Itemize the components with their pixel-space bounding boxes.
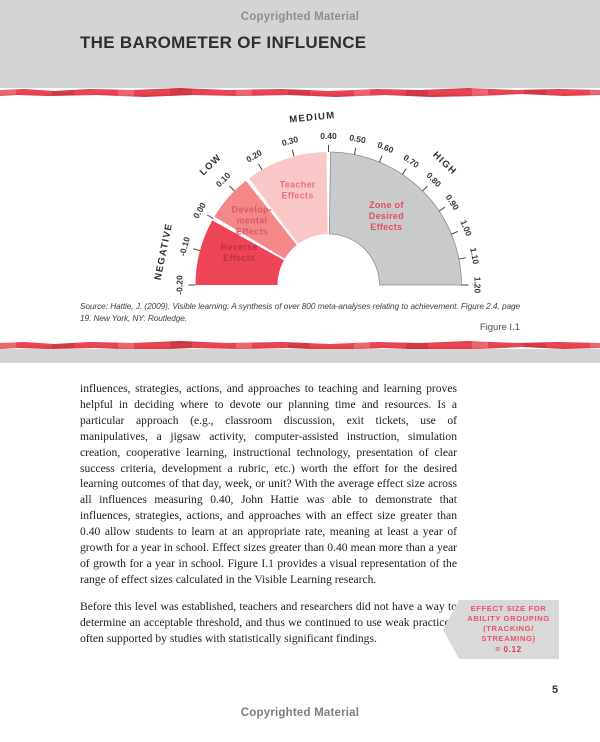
gauge-tick-label: 0.00 xyxy=(191,201,208,221)
gauge-tick-label: 0.20 xyxy=(244,147,264,164)
gauge-segment-teacher-effects xyxy=(249,152,328,245)
gauge-tick-label: 0.30 xyxy=(281,134,300,148)
body-paragraph: influences, strategies, actions, and app… xyxy=(80,382,457,586)
body-paragraph: Before this level was established, teach… xyxy=(80,599,457,645)
callout-line: EFFECT SIZE FOR xyxy=(470,603,547,613)
gauge-segment-label-reverse-effects: Reverse Effects xyxy=(221,242,258,263)
page-title: THE BAROMETER OF INFLUENCE xyxy=(80,33,367,52)
gauge-tick-label: 0.70 xyxy=(402,152,422,170)
gauge-tick xyxy=(353,147,357,155)
gauge-tick-label: 1.20 xyxy=(473,277,483,294)
callout-line: (TRACKING/ xyxy=(483,624,534,634)
gauge-band-label-medium: MEDIUM xyxy=(289,110,336,125)
gauge-tick xyxy=(193,248,201,252)
torn-red-band-top xyxy=(0,88,600,97)
gauge-segment-reverse-effects xyxy=(195,220,284,285)
figure-source-note: Source: Hattie, J. (2009). Visible learn… xyxy=(80,301,520,323)
gauge-tick-label: 0.40 xyxy=(320,131,337,141)
gauge-tick xyxy=(258,163,263,171)
torn-red-band-bottom xyxy=(0,341,600,350)
gauge-tick-label: 0.60 xyxy=(376,140,395,156)
callout-line: STREAMING) xyxy=(481,634,536,644)
gauge-segment-label-zone-of-desired-effects: Zone of Desired Effects xyxy=(369,200,405,232)
header-gray-strip xyxy=(0,0,600,88)
gauge-tick-label: 0.90 xyxy=(444,193,462,213)
gauge-segment-zone-of-desired-effects xyxy=(328,151,462,286)
gauge-tick xyxy=(422,185,428,192)
gauge-segment-label-developmental-effects: Develop-mental Effects xyxy=(232,205,272,237)
gauge-band-label-negative: NEGATIVE xyxy=(153,222,175,281)
effect-size-callout: EFFECT SIZE FOR ABILITY GROUPING (TRACKI… xyxy=(443,600,559,659)
gauge-tick xyxy=(401,168,407,175)
gauge-tick-label: -0.20 xyxy=(175,275,185,295)
gauge-segment-label-teacher-effects: Teacher Effects xyxy=(280,179,316,200)
callout-line: ABILITY GROUPING xyxy=(467,614,550,624)
gauge-tick xyxy=(458,257,466,260)
bottom-watermark: Copyrighted Material xyxy=(240,707,360,719)
gauge-band-label-low: LOW xyxy=(198,152,224,178)
page-number: 5 xyxy=(551,684,559,696)
gauge-segment-developmental-effects xyxy=(214,180,297,259)
gauge-tick xyxy=(207,214,214,219)
gauge-tick xyxy=(378,155,383,163)
callout-value: = 0.12 xyxy=(495,644,522,654)
gauge-tick-label: 1.00 xyxy=(458,218,474,237)
body-text: influences, strategies, actions, and app… xyxy=(80,381,457,658)
barometer-gauge: Reverse Effects Develop-mental Effects Teach… xyxy=(153,110,483,295)
gauge-tick-label: -0.10 xyxy=(177,236,192,258)
divider-gray-strip xyxy=(0,349,600,363)
gauge-tick xyxy=(291,149,295,157)
gauge-tick-label: 0.50 xyxy=(348,132,366,145)
gauge-tick-label: 1.10 xyxy=(468,247,481,265)
gauge-tick xyxy=(229,185,235,192)
figure-label: Figure I.1 xyxy=(479,322,520,333)
gauge-tick xyxy=(438,206,446,212)
top-watermark: Copyrighted Material xyxy=(240,11,360,23)
gauge-tick xyxy=(451,230,459,235)
